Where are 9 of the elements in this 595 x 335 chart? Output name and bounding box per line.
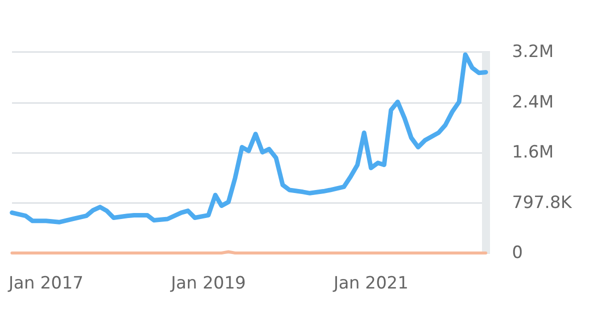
y-tick-label: 797.8K (512, 192, 573, 213)
x-tick-label: Jan 2017 (8, 274, 84, 294)
line-series (10, 52, 488, 224)
y-tick-label: 1.6M (512, 142, 554, 162)
x-tick-label: Jan 2019 (170, 274, 246, 294)
y-tick-label: 2.4M (512, 92, 554, 112)
y-tick-label: 0 (512, 243, 523, 263)
x-tick-label: Jan 2021 (332, 274, 408, 294)
y-tick-label: 3.2M (512, 42, 554, 62)
